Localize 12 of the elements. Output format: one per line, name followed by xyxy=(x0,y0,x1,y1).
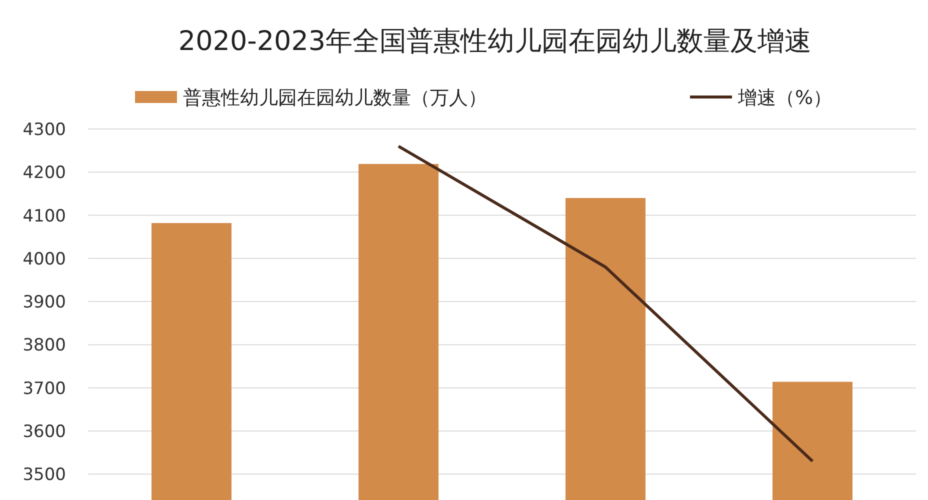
chart-title: 2020-2023年全国普惠性幼儿园在园幼儿数量及增速 xyxy=(178,26,812,57)
legend-label: 普惠性幼儿园在园幼儿数量（万人） xyxy=(183,87,487,109)
legend-label: 增速（%） xyxy=(737,87,832,109)
y-tick-label: 4200 xyxy=(22,163,66,184)
y-tick-label: 3900 xyxy=(22,292,66,313)
y-tick-label: 3600 xyxy=(22,422,66,442)
y-tick-label: 3800 xyxy=(22,336,66,356)
y-tick-label: 4300 xyxy=(22,120,66,140)
y-tick-label: 3700 xyxy=(22,378,66,399)
y-tick-label: 4100 xyxy=(22,206,66,226)
y-tick-label: 4000 xyxy=(22,249,66,270)
y-tick-label: 3500 xyxy=(22,465,66,486)
